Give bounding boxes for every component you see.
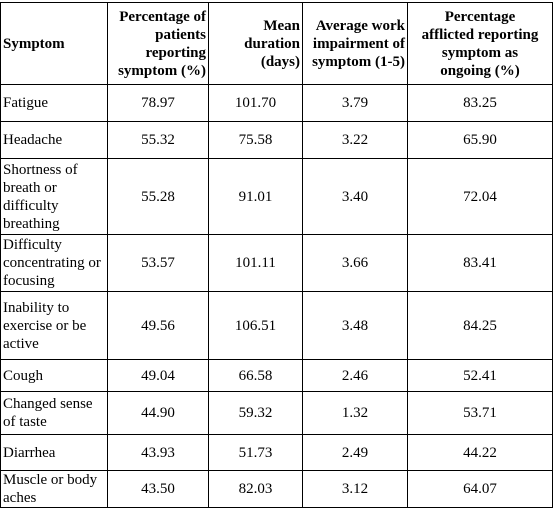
duration-cell: 75.58 [208,121,303,159]
impairment-cell: 3.40 [302,158,408,235]
percentage-cell: 55.32 [107,121,209,159]
column-header-impairment: Average work impairment of symptom (1-5) [302,2,408,85]
column-header-percentage: Percentage of patients reporting symptom… [107,2,209,85]
table-row: Headache 55.32 75.58 3.22 65.90 [0,121,553,159]
symptom-cell: Fatigue [0,84,108,122]
impairment-cell: 3.79 [302,84,408,122]
percentage-cell: 49.04 [107,359,209,392]
percentage-cell: 53.57 [107,234,209,292]
table-row: Diarrhea 43.93 51.73 2.49 44.22 [0,434,553,471]
ongoing-cell: 84.25 [407,291,553,360]
table-row: Difficulty concentrating or focusing 53.… [0,234,553,292]
symptom-cell: Headache [0,121,108,159]
ongoing-cell: 83.25 [407,84,553,122]
percentage-cell: 43.50 [107,470,209,508]
impairment-cell: 2.46 [302,359,408,392]
impairment-cell: 1.32 [302,391,408,435]
percentage-cell: 43.93 [107,434,209,471]
column-header-ongoing: Percentage afflicted reporting symptom a… [407,2,553,85]
duration-cell: 59.32 [208,391,303,435]
ongoing-cell: 64.07 [407,470,553,508]
duration-cell: 66.58 [208,359,303,392]
duration-cell: 101.11 [208,234,303,292]
column-header-duration: Mean duration (days) [208,2,303,85]
percentage-cell: 78.97 [107,84,209,122]
table-row: Shortness of breath or difficulty breath… [0,158,553,235]
ongoing-cell: 83.41 [407,234,553,292]
impairment-cell: 3.22 [302,121,408,159]
ongoing-cell: 72.04 [407,158,553,235]
symptom-cell: Cough [0,359,108,392]
ongoing-cell: 53.71 [407,391,553,435]
duration-cell: 82.03 [208,470,303,508]
impairment-cell: 3.66 [302,234,408,292]
impairment-cell: 2.49 [302,434,408,471]
table-row: Inability to exercise or be active 49.56… [0,291,553,360]
symptom-cell: Difficulty concentrating or focusing [0,234,108,292]
percentage-cell: 55.28 [107,158,209,235]
symptom-cell: Changed sense of taste [0,391,108,435]
ongoing-cell: 44.22 [407,434,553,471]
symptom-cell: Muscle or body aches [0,470,108,508]
percentage-cell: 44.90 [107,391,209,435]
table-row: Muscle or body aches 43.50 82.03 3.12 64… [0,470,553,508]
ongoing-cell: 65.90 [407,121,553,159]
header-row: Symptom Percentage of patients reporting… [0,2,553,85]
percentage-cell: 49.56 [107,291,209,360]
table-row: Fatigue 78.97 101.70 3.79 83.25 [0,84,553,122]
ongoing-cell: 52.41 [407,359,553,392]
duration-cell: 51.73 [208,434,303,471]
symptom-cell: Diarrhea [0,434,108,471]
impairment-cell: 3.12 [302,470,408,508]
symptom-cell: Inability to exercise or be active [0,291,108,360]
column-header-symptom: Symptom [0,2,108,85]
duration-cell: 106.51 [208,291,303,360]
symptom-cell: Shortness of breath or difficulty breath… [0,158,108,235]
impairment-cell: 3.48 [302,291,408,360]
table-row: Cough 49.04 66.58 2.46 52.41 [0,359,553,392]
table-row: Changed sense of taste 44.90 59.32 1.32 … [0,391,553,435]
duration-cell: 91.01 [208,158,303,235]
duration-cell: 101.70 [208,84,303,122]
